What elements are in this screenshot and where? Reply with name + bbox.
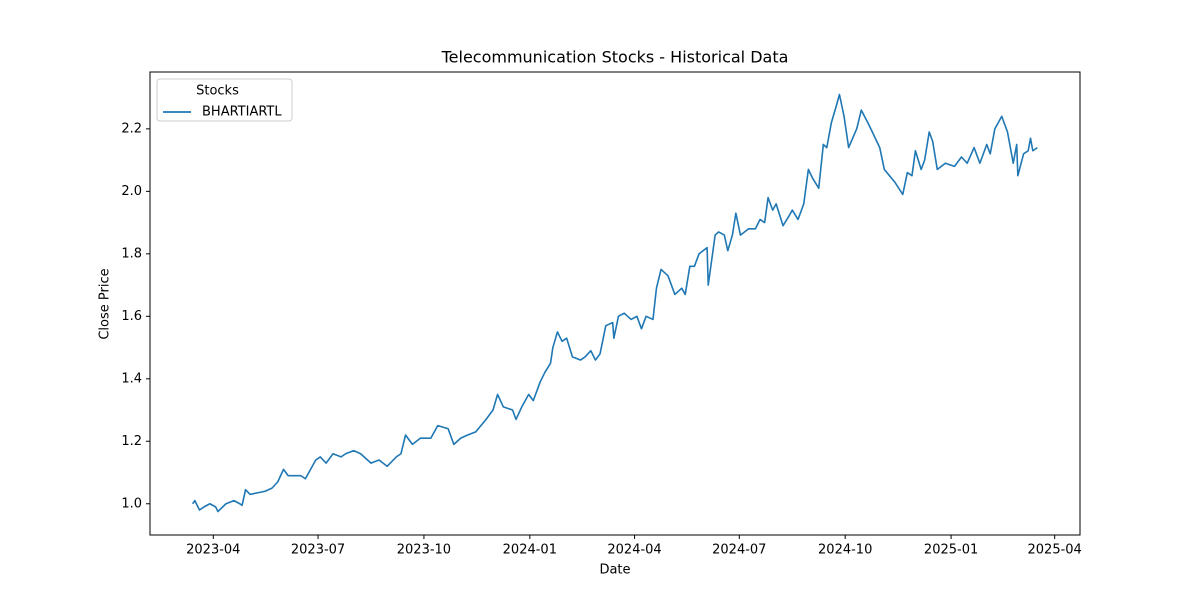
y-tick-label: 1.6: [121, 309, 142, 324]
legend-box: [156, 78, 293, 122]
chart-title: Telecommunication Stocks - Historical Da…: [441, 48, 789, 67]
y-axis-label: Close Price: [98, 268, 113, 339]
y-tick-label: 2.2: [121, 121, 142, 136]
x-tick-label: 2024-10: [818, 543, 872, 558]
plot-frame: [149, 71, 1081, 536]
x-tick-label: 2025-01: [924, 543, 978, 558]
y-tick-label: 1.2: [121, 434, 142, 449]
x-tick-label: 2023-04: [186, 543, 240, 558]
y-tick-label: 1.0: [121, 496, 142, 511]
x-tick-label: 2024-04: [607, 543, 661, 558]
line-series: [191, 93, 1038, 513]
x-tick-label: 2023-07: [291, 543, 345, 558]
y-tick-label: 1.4: [121, 371, 142, 386]
legend-title: Stocks: [196, 84, 239, 99]
x-tick-label: 2024-01: [503, 543, 557, 558]
x-axis-label: Date: [599, 563, 630, 578]
x-tick-label: 2025-04: [1028, 543, 1082, 558]
y-tick-label: 2.0: [121, 184, 142, 199]
y-tick-label: 1.8: [121, 246, 142, 261]
x-tick-label: 2023-10: [397, 543, 451, 558]
x-tick-label: 2024-07: [712, 543, 766, 558]
legend-label: BHARTIARTL: [202, 105, 282, 120]
